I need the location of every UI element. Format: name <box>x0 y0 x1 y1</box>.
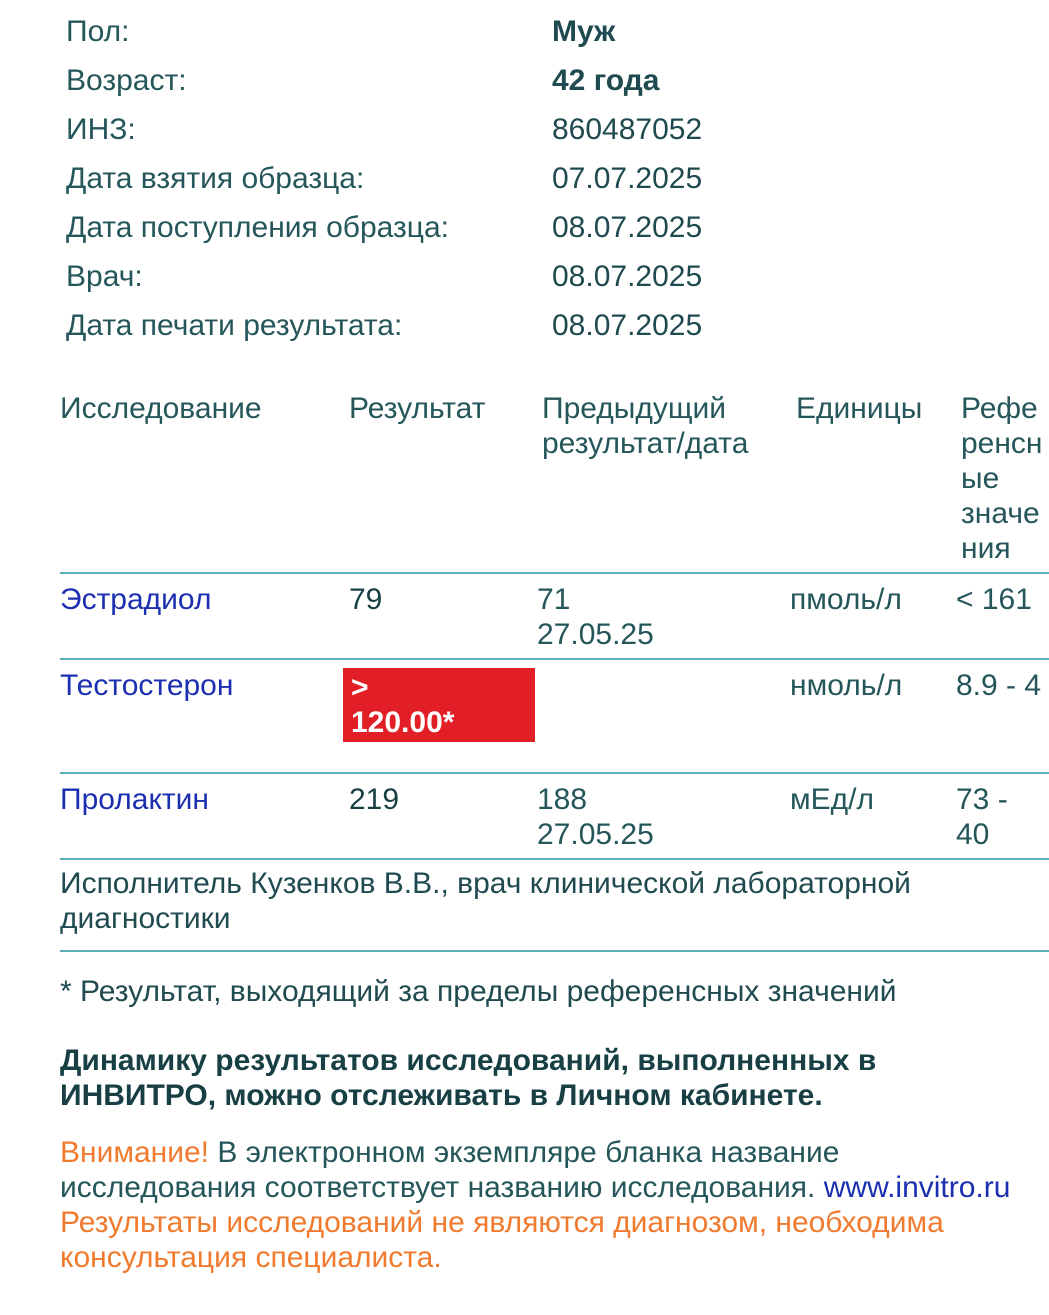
header-result: Результат <box>349 392 486 425</box>
previous-value: 188 <box>537 783 588 816</box>
header-test: Исследование <box>60 392 262 425</box>
previous-value: 71 <box>537 583 571 616</box>
table-row: Тестостерон > 120.00* нмоль/л 8.9 - 4 <box>60 659 1049 773</box>
header-reference-2: значения <box>961 497 1040 565</box>
patient-info: Пол: Муж Возраст: 42 года ИНЗ: 860487052… <box>60 14 1049 343</box>
out-of-range-result: > 120.00* <box>343 668 535 742</box>
result-line-1: > <box>351 671 369 704</box>
doctor-label: Врач: <box>66 260 143 293</box>
inz-value: 860487052 <box>552 113 703 146</box>
previous-result: 188 27.05.25 <box>537 773 790 859</box>
sample-date-value: 07.07.2025 <box>552 162 703 195</box>
footnote: * Результат, выходящий за пределы рефере… <box>60 975 897 1008</box>
table-row: Пролактин 219 188 27.05.25 мЕд/л 73 - 40 <box>60 773 1049 859</box>
warning-text-2: исследования. <box>610 1171 824 1204</box>
header-previous-1: Предыдущий <box>542 392 727 425</box>
results-table: Исследование Результат Предыдущий резуль… <box>60 391 1049 860</box>
received-date-label: Дата поступления образца: <box>66 211 449 244</box>
doctor-value: 08.07.2025 <box>552 260 703 293</box>
result-value: 219 <box>349 783 400 816</box>
age-value: 42 года <box>552 64 660 97</box>
result-cell: > 120.00* <box>343 659 537 773</box>
reference-range: 73 - 40 <box>956 783 1008 851</box>
website-link[interactable]: www.invitro.ru <box>823 1171 1011 1204</box>
previous-result <box>537 659 790 773</box>
header-units: Единицы <box>796 392 923 425</box>
units: мЕд/л <box>790 783 874 816</box>
test-name-link[interactable]: Тестостерон <box>60 669 234 702</box>
previous-result: 71 27.05.25 <box>537 573 790 659</box>
age-label: Возраст: <box>66 64 187 97</box>
warning-text: В электронном экземпляре бланка название… <box>60 1136 840 1204</box>
table-row: Эстрадиол 79 71 27.05.25 пмоль/л < 161 <box>60 573 1049 659</box>
header-previous: Предыдущий результат/дата <box>537 391 790 573</box>
disclaimer: Результаты исследований не являются диаг… <box>60 1206 944 1274</box>
header-reference: Референсные значения <box>956 391 1049 573</box>
sample-date-label: Дата взятия образца: <box>66 162 365 195</box>
dynamics-line-2: Личном кабинете. <box>556 1079 823 1112</box>
result-line-2: 120.00* <box>351 706 455 739</box>
previous-date: 27.05.25 <box>537 818 654 851</box>
header-reference-1: Референсные <box>961 392 1043 495</box>
result-value: 79 <box>349 583 383 616</box>
test-name-link[interactable]: Пролактин <box>60 783 209 816</box>
reference-range: < 161 <box>956 583 1032 616</box>
executor-text: Исполнитель Кузенков В.В., врач клиничес… <box>60 860 1049 952</box>
warning-label: Внимание! <box>60 1136 209 1169</box>
units: нмоль/л <box>790 669 903 702</box>
sex-value: Муж <box>552 15 616 48</box>
print-date-value: 08.07.2025 <box>552 309 703 342</box>
print-date-label: Дата печати результата: <box>66 309 403 342</box>
warning-line: Внимание! В электронном экземпляре бланк… <box>60 1135 1049 1205</box>
inz-label: ИНЗ: <box>66 113 136 146</box>
sex-label: Пол: <box>66 15 130 48</box>
reference-range: 8.9 - 4 <box>956 669 1042 702</box>
units: пмоль/л <box>790 583 902 616</box>
table-header-row: Исследование Результат Предыдущий резуль… <box>60 391 1049 573</box>
received-date-value: 08.07.2025 <box>552 211 703 244</box>
previous-date: 27.05.25 <box>537 618 654 651</box>
dynamics-text: Динамику результатов исследований, выпол… <box>60 1043 1049 1113</box>
header-previous-2: результат/дата <box>542 427 749 460</box>
dynamics-line-1: Динамику результатов исследований, выпол… <box>60 1044 877 1112</box>
test-name-link[interactable]: Эстрадиол <box>60 583 212 616</box>
